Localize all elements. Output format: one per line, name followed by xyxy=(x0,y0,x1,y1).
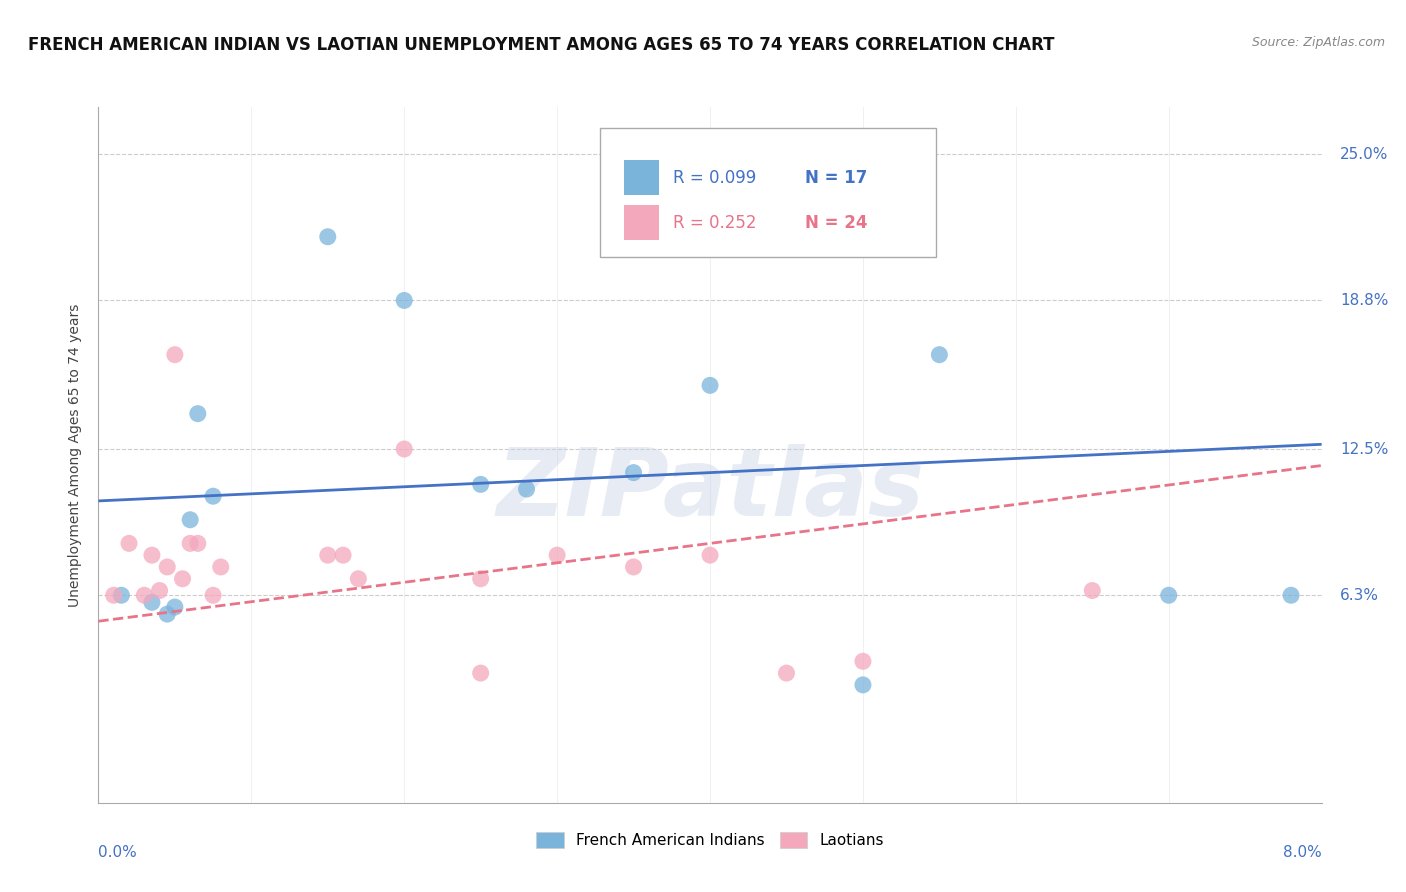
Point xyxy=(1279,588,1302,602)
Point xyxy=(187,407,209,421)
Text: Source: ZipAtlas.com: Source: ZipAtlas.com xyxy=(1251,36,1385,49)
FancyBboxPatch shape xyxy=(600,128,936,257)
Point xyxy=(699,378,721,392)
Point xyxy=(163,348,186,362)
Text: 25.0%: 25.0% xyxy=(1340,146,1388,161)
Text: R = 0.099: R = 0.099 xyxy=(673,169,756,186)
Text: N = 17: N = 17 xyxy=(806,169,868,186)
Point xyxy=(623,466,645,480)
Point xyxy=(163,600,186,615)
Text: R = 0.252: R = 0.252 xyxy=(673,214,756,232)
Point xyxy=(316,229,339,244)
Bar xyxy=(624,161,658,195)
Text: 6.3%: 6.3% xyxy=(1340,588,1379,603)
Point xyxy=(852,678,875,692)
Point xyxy=(470,666,492,681)
Point xyxy=(187,536,209,550)
Point xyxy=(141,595,163,609)
Point xyxy=(149,583,172,598)
Point xyxy=(392,293,416,308)
Point xyxy=(775,666,797,681)
Text: FRENCH AMERICAN INDIAN VS LAOTIAN UNEMPLOYMENT AMONG AGES 65 TO 74 YEARS CORRELA: FRENCH AMERICAN INDIAN VS LAOTIAN UNEMPL… xyxy=(28,36,1054,54)
Point xyxy=(347,572,370,586)
Point xyxy=(316,548,339,562)
Point xyxy=(392,442,416,456)
Point xyxy=(156,607,179,621)
Text: 8.0%: 8.0% xyxy=(1282,845,1322,860)
Point xyxy=(546,548,568,562)
Point xyxy=(202,489,225,503)
Text: 0.0%: 0.0% xyxy=(98,845,138,860)
Point xyxy=(699,548,721,562)
Point xyxy=(179,536,201,550)
Text: 18.8%: 18.8% xyxy=(1340,293,1388,308)
Text: 12.5%: 12.5% xyxy=(1340,442,1388,457)
Point xyxy=(134,588,156,602)
Point xyxy=(209,560,232,574)
Text: N = 24: N = 24 xyxy=(806,214,868,232)
Point xyxy=(156,560,179,574)
Point xyxy=(852,654,875,668)
Text: ZIPatlas: ZIPatlas xyxy=(496,443,924,536)
Point xyxy=(470,572,492,586)
Bar xyxy=(624,205,658,240)
Point xyxy=(1157,588,1180,602)
Point xyxy=(110,588,132,602)
Point xyxy=(623,560,645,574)
Point xyxy=(172,572,194,586)
Point xyxy=(332,548,354,562)
Point xyxy=(202,588,225,602)
Point xyxy=(928,348,950,362)
Point xyxy=(1081,583,1104,598)
Point xyxy=(179,513,201,527)
Point xyxy=(470,477,492,491)
Point xyxy=(141,548,163,562)
Point xyxy=(103,588,125,602)
Point xyxy=(515,482,537,496)
Legend: French American Indians, Laotians: French American Indians, Laotians xyxy=(530,826,890,855)
Y-axis label: Unemployment Among Ages 65 to 74 years: Unemployment Among Ages 65 to 74 years xyxy=(69,303,83,607)
Point xyxy=(118,536,141,550)
